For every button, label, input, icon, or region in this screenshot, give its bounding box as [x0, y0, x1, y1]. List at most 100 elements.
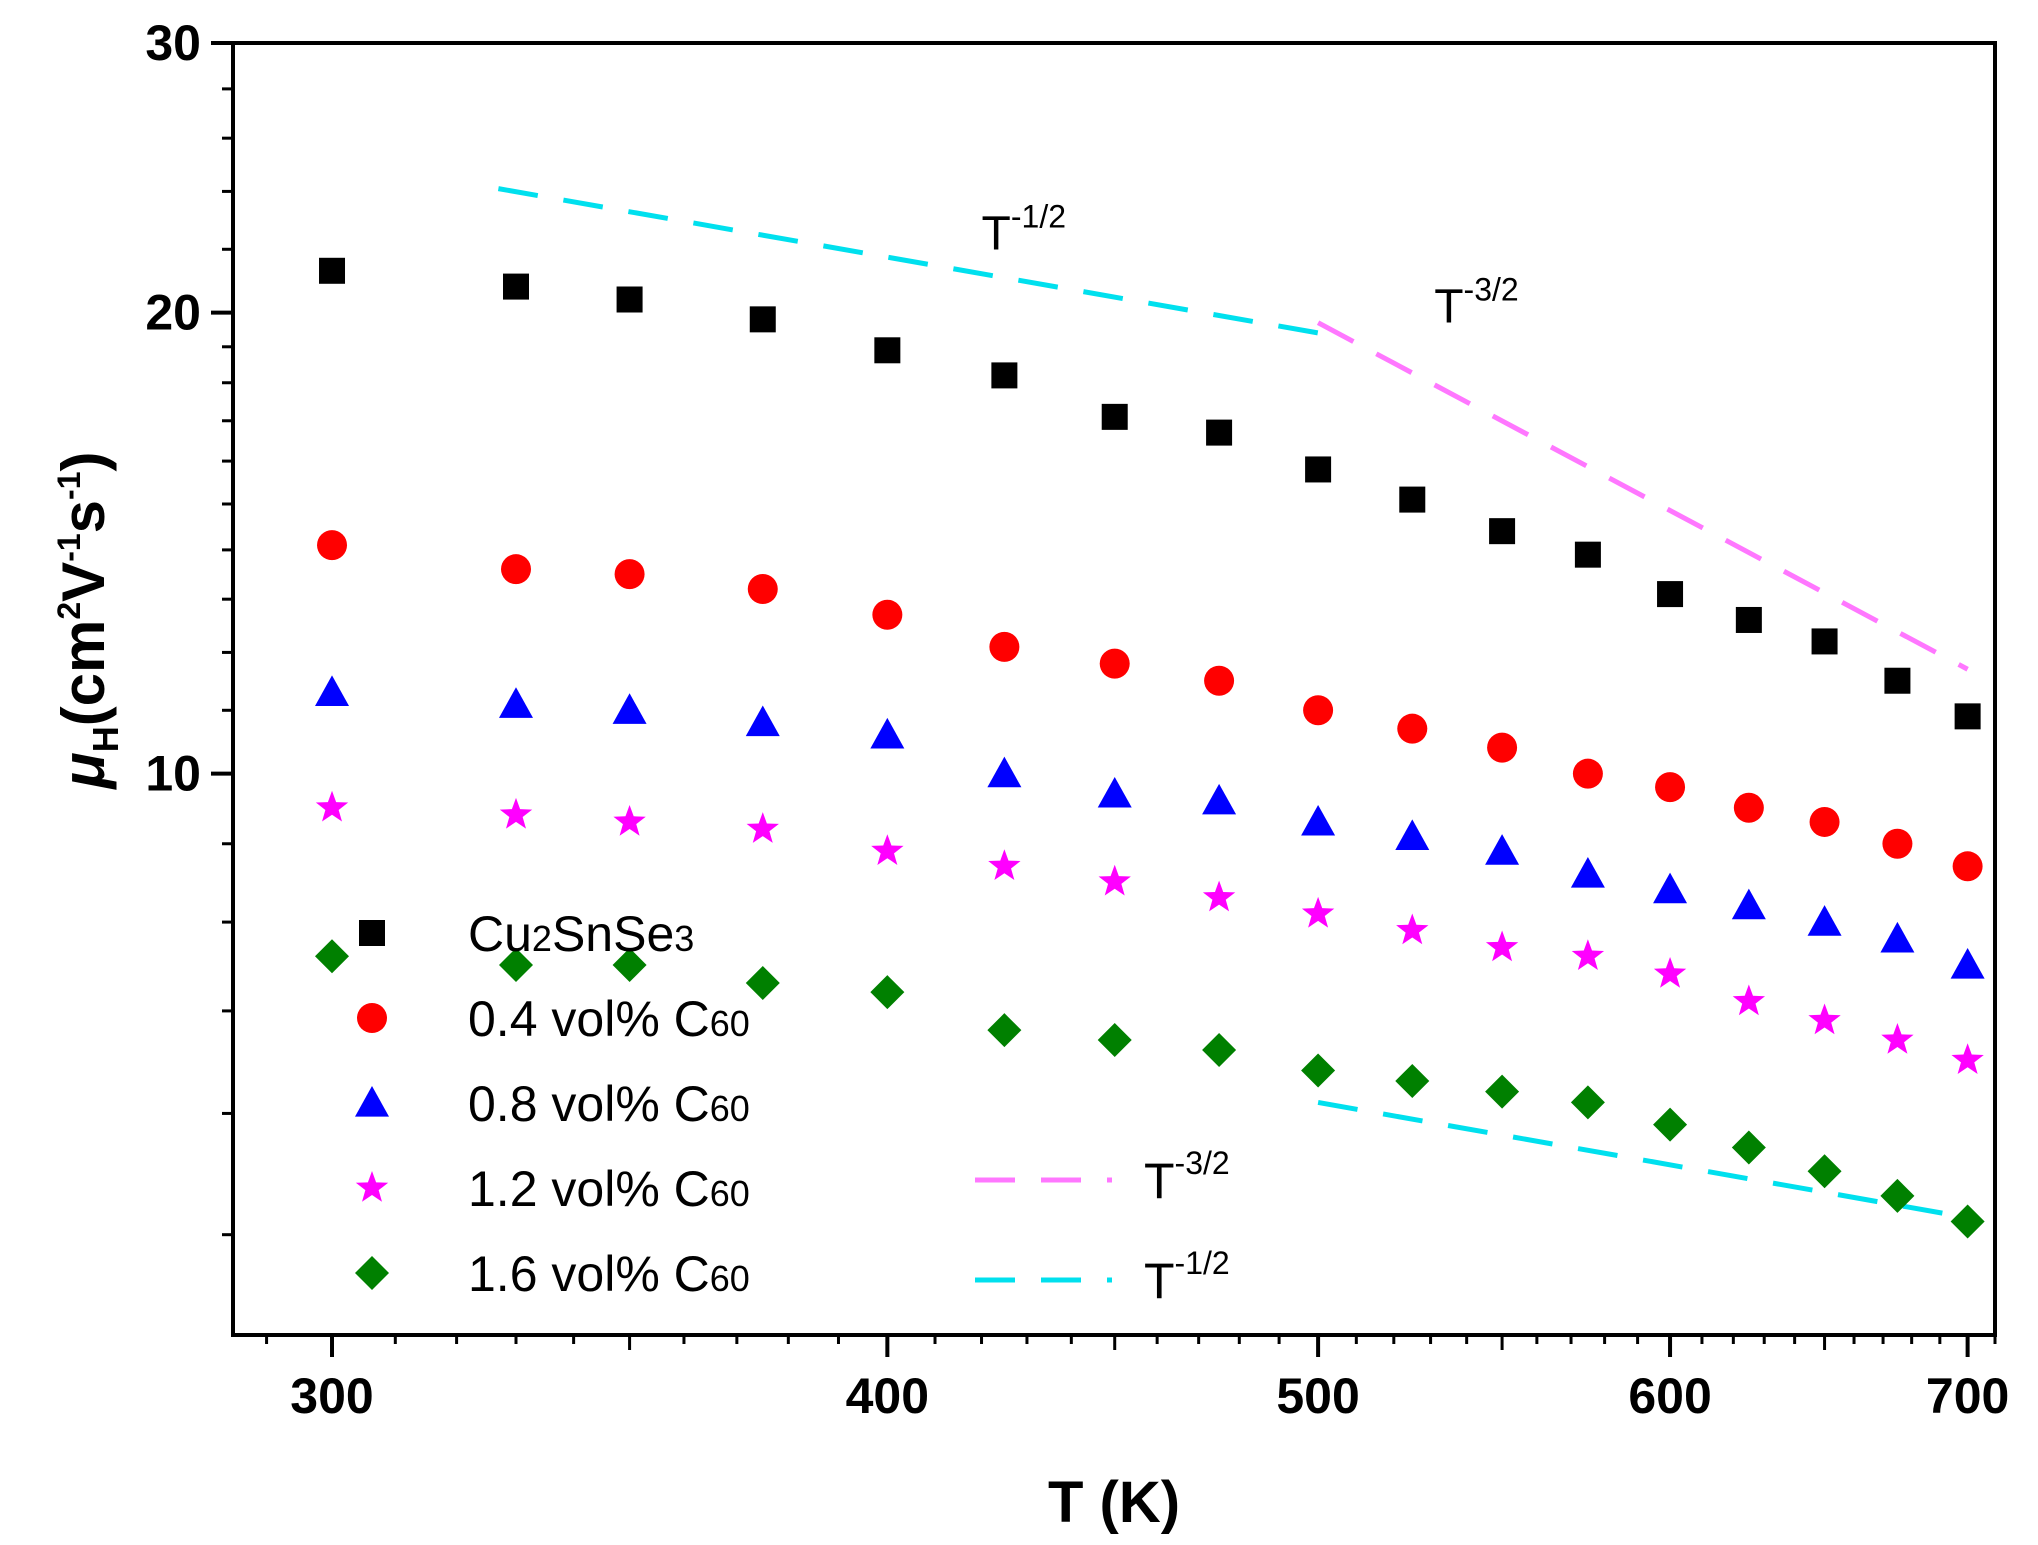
data-point — [1653, 956, 1687, 988]
series-0 — [319, 257, 1981, 730]
data-point — [1655, 772, 1686, 803]
data-point — [1880, 921, 1915, 953]
data-point — [1732, 984, 1766, 1016]
data-point — [1882, 828, 1913, 859]
data-point — [317, 530, 348, 561]
data-point — [1735, 606, 1762, 633]
data-point — [1954, 703, 1981, 730]
data-points — [315, 257, 1985, 1239]
data-point — [1653, 1107, 1688, 1142]
data-point — [1808, 1003, 1841, 1035]
data-point — [1305, 456, 1332, 483]
y-axis-s: s — [50, 500, 117, 533]
data-point — [1395, 1063, 1430, 1098]
data-point — [1952, 851, 1983, 882]
legend-marker — [355, 1171, 389, 1202]
data-point — [502, 273, 529, 300]
data-point — [987, 756, 1022, 788]
data-point — [1101, 403, 1128, 430]
data-point — [870, 975, 905, 1010]
x-tick-label: 300 — [290, 1368, 373, 1424]
guide-lines — [497, 186, 1969, 1221]
data-point — [1811, 628, 1838, 655]
data-point — [319, 257, 346, 284]
data-point — [612, 693, 647, 724]
series-3 — [315, 790, 1984, 1074]
legend-marker — [355, 1086, 389, 1117]
data-point — [1098, 864, 1131, 896]
legend-marker — [357, 1003, 387, 1033]
data-point — [1485, 930, 1519, 962]
legend-item: 1.6 vol% C60 — [355, 1246, 750, 1302]
data-point — [1097, 1023, 1132, 1058]
guide-line — [497, 186, 1319, 336]
x-tick-label: 400 — [846, 1368, 929, 1424]
data-point — [1097, 776, 1132, 808]
data-point — [874, 337, 901, 364]
data-point — [1950, 948, 1985, 979]
legend-label: Cu2SnSe3 — [468, 906, 694, 962]
data-point — [989, 631, 1020, 662]
plot-frame — [231, 41, 1997, 1337]
legend-label: 1.6 vol% C60 — [468, 1246, 750, 1302]
y-axis-units-open: (cm — [50, 620, 117, 727]
data-point — [1303, 695, 1334, 726]
data-point — [498, 687, 533, 718]
data-point — [747, 574, 778, 605]
data-point — [1202, 1033, 1237, 1068]
legend-label: T-3/2 — [1144, 1145, 1230, 1209]
data-point — [1396, 913, 1429, 945]
data-point — [1572, 758, 1603, 789]
x-axis-ticks: 300 400 500 600 700 — [290, 1335, 2009, 1424]
y-axis-sup3: -1 — [51, 471, 87, 499]
y-axis-sup2: -1 — [51, 533, 87, 561]
legend: Cu2SnSe3 0.4 vol% C60 0.8 vol% C60 1.2 vol%… — [355, 906, 1230, 1309]
data-point — [612, 948, 647, 983]
legend-label: T-1/2 — [1144, 1245, 1230, 1309]
data-point — [1487, 732, 1518, 763]
legend-label: 0.4 vol% C60 — [468, 991, 750, 1047]
data-point — [1731, 1130, 1766, 1165]
data-point — [499, 797, 533, 829]
data-point — [1570, 1085, 1605, 1120]
legend-marker — [359, 920, 385, 946]
data-point — [1206, 419, 1233, 446]
data-point — [991, 362, 1018, 389]
y-axis-sup1: 2 — [51, 602, 87, 620]
data-point — [315, 939, 350, 974]
data-point — [614, 559, 645, 590]
data-point — [315, 790, 349, 822]
data-point — [1485, 834, 1520, 865]
series-1 — [317, 530, 1983, 882]
data-point — [1489, 518, 1516, 545]
data-point — [871, 834, 904, 865]
data-point — [613, 804, 646, 836]
data-point — [1571, 939, 1605, 970]
data-point — [872, 599, 903, 630]
legend-label: 1.2 vol% C60 — [468, 1161, 750, 1217]
x-tick-label: 500 — [1276, 1368, 1359, 1424]
y-axis-subscript: H — [85, 726, 126, 752]
data-point — [745, 965, 780, 1000]
data-point — [498, 948, 533, 983]
data-point — [1301, 896, 1335, 928]
data-point — [616, 286, 643, 313]
y-axis-title: μH(cm2V-1s-1) — [50, 452, 126, 791]
data-point — [1570, 856, 1605, 888]
legend-item: T-3/2 — [975, 1145, 1230, 1209]
data-point — [1950, 1204, 1985, 1239]
legend-item: 1.2 vol% C60 — [355, 1161, 750, 1217]
data-point — [1731, 888, 1766, 920]
guide-annotation: T-3/2 — [1434, 272, 1518, 334]
legend-marker — [355, 1256, 389, 1290]
data-point — [1099, 648, 1130, 679]
data-point — [1653, 872, 1688, 904]
data-point — [749, 306, 776, 333]
legend-item: T-1/2 — [975, 1245, 1230, 1309]
series-2 — [315, 675, 1985, 979]
data-point — [1880, 1178, 1915, 1213]
legend-item: Cu2SnSe3 — [359, 906, 694, 962]
data-point — [1202, 783, 1237, 815]
series-4 — [315, 939, 1985, 1239]
data-point — [746, 812, 779, 843]
